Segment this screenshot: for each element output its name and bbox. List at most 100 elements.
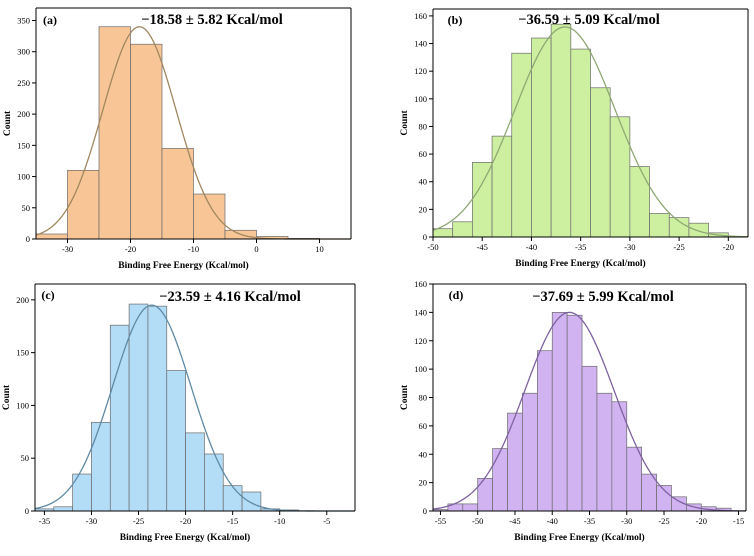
x-tick-label-d: -35: [584, 516, 595, 526]
y-tick-label-b: 120: [414, 66, 427, 76]
y-tick-label-c: 50: [21, 453, 30, 463]
histogram-bar-d: [492, 448, 508, 512]
chart-title-d: −37.69 ± 5.99 Kcal/mol: [532, 289, 673, 305]
y-tick-label-d: 40: [419, 449, 428, 459]
x-tick-label-d: -40: [547, 516, 558, 526]
histogram-bar-c: [91, 421, 111, 512]
histogram-bar-c: [222, 485, 243, 512]
y-tick-label-a: 100: [17, 172, 30, 182]
y-axis-label-a: Count: [3, 110, 13, 136]
chart-svg-b: -50 -45 -40 -35 -30 -25 -20 0 20 40 60 80 100 120 140 1…: [400, 8, 749, 269]
histogram-bar-a: [161, 148, 194, 240]
chart-svg-d: -55 -50 -45 -40 -35 -30 -25 -20 -15 0 20 40 60 80 100 1…: [400, 279, 747, 543]
panel-label-c: (c): [41, 288, 54, 302]
histogram-bar-b: [452, 221, 473, 238]
x-tick-label-b: -45: [477, 242, 488, 252]
x-axis-label-b: Binding Free Energy (Kcal/mol): [515, 258, 645, 269]
histogram-bar-c: [241, 491, 262, 512]
x-tick-label-d: -30: [621, 516, 632, 526]
y-tick-label-c: 200: [16, 295, 29, 305]
histogram-bar-b: [491, 135, 513, 238]
histogram-bar-b: [590, 87, 611, 238]
y-tick-label-b: 60: [419, 149, 428, 159]
y-tick-label-a: 200: [17, 109, 30, 119]
x-tick-label-d: -55: [435, 516, 446, 526]
x-tick-label-d: -15: [733, 516, 744, 526]
x-tick-label-b: -50: [427, 242, 438, 252]
x-tick-label-c: -20: [180, 516, 191, 526]
histogram-bar-a: [98, 26, 131, 240]
y-tick-label-a: 0: [26, 234, 30, 244]
y-tick-label-d: 0: [423, 506, 427, 516]
histogram-bar-d: [596, 392, 613, 512]
x-tick-label-c: -15: [227, 516, 238, 526]
histogram-bar-d: [626, 446, 643, 512]
x-tick-label-c: -10: [274, 516, 285, 526]
y-tick-label-c: 0: [25, 506, 29, 516]
x-tick-label-c: -35: [39, 516, 50, 526]
chart-title-c: −23.59 ± 4.16 Kcal/mol: [159, 289, 300, 305]
y-tick-label-b: 80: [419, 121, 428, 131]
y-tick-label-a: 150: [17, 140, 30, 150]
y-tick-label-d: 20: [419, 478, 428, 488]
x-tick-label-b: -30: [624, 242, 635, 252]
x-tick-label-c: -30: [86, 516, 97, 526]
histogram-bar-d: [551, 312, 568, 512]
y-axis-label-d: Count: [400, 384, 410, 410]
histogram-bar-b: [570, 48, 591, 238]
x-tick-label-a: 0: [254, 244, 258, 254]
histogram-bar-c: [166, 370, 186, 512]
x-tick-label-d: -20: [696, 516, 707, 526]
x-axis-label-d: Binding Free Energy (Kcal/mol): [514, 532, 644, 543]
y-tick-label-c: 150: [16, 348, 29, 358]
histogram-bar-c: [185, 432, 205, 512]
chart-svg-c: -35 -30 -25 -20 -15 -10 -5 0 50 100 150 200 Binding …: [2, 283, 356, 543]
panel-label-b: (b): [448, 13, 463, 27]
fit-curve-b: [432, 26, 749, 238]
histogram-bar-b: [688, 222, 709, 238]
histogram-bar-d: [477, 478, 493, 512]
y-tick-label-d: 60: [419, 421, 428, 431]
histogram-bar-b: [472, 162, 493, 238]
histogram-bar-a: [130, 43, 163, 240]
y-tick-label-d: 100: [414, 364, 427, 374]
y-axis-label-c: Count: [2, 384, 12, 410]
histogram-bar-b: [511, 52, 532, 238]
y-tick-label-b: 20: [419, 204, 428, 214]
x-tick-label-a: -20: [125, 244, 136, 254]
panel-label-a: (a): [43, 13, 57, 27]
y-tick-label-b: 0: [423, 232, 427, 242]
histogram-bar-b: [609, 116, 631, 238]
panel-label-d: (d): [449, 288, 464, 302]
histogram-bar-a: [193, 193, 226, 240]
histogram-bar-d: [566, 314, 583, 512]
y-tick-label-d: 120: [414, 336, 427, 346]
y-axis-label-b: Count: [400, 109, 410, 135]
y-tick-label-c: 100: [16, 400, 29, 410]
histogram-panel-b: -50 -45 -40 -35 -30 -25 -20 0 20 40 60 80 100 120 140 1…: [377, 0, 754, 275]
x-tick-label-d: -50: [472, 516, 483, 526]
x-tick-label-d: -25: [658, 516, 669, 526]
histogram-bar-b: [649, 213, 670, 238]
x-tick-label-b: -25: [673, 242, 684, 252]
y-tick-label-b: 40: [419, 177, 428, 187]
y-tick-label-d: 80: [419, 393, 428, 403]
histogram-bar-c: [147, 305, 168, 512]
histogram-panel-c: -35 -30 -25 -20 -15 -10 -5 0 50 100 150 200 Binding …: [0, 275, 377, 551]
x-tick-label-b: -20: [723, 242, 734, 252]
y-tick-label-b: 140: [414, 39, 427, 49]
chart-title-a: −18.58 ± 5.82 Kcal/mol: [141, 12, 282, 28]
histogram-bar-b: [629, 166, 650, 238]
histogram-bar-b: [550, 23, 572, 238]
histogram-panel-d: -55 -50 -45 -40 -35 -30 -25 -20 -15 0 20 40 60 80 100 1…: [377, 275, 754, 551]
histogram-bar-c: [128, 303, 149, 512]
x-tick-label-d: -45: [509, 516, 520, 526]
y-tick-label-a: 250: [17, 78, 30, 88]
histogram-panel-a: -30 -20 -10 0 10 0 50 100 150 200 250 300 350 Binding…: [0, 0, 377, 275]
fit-curve-d: [432, 311, 747, 512]
y-tick-label-b: 160: [414, 11, 427, 21]
x-tick-label-a: -10: [188, 244, 199, 254]
x-axis-label-c: Binding Free Energy (Kcal/mol): [120, 532, 250, 543]
histogram-bar-d: [641, 473, 657, 512]
histogram-bar-d: [507, 412, 523, 512]
